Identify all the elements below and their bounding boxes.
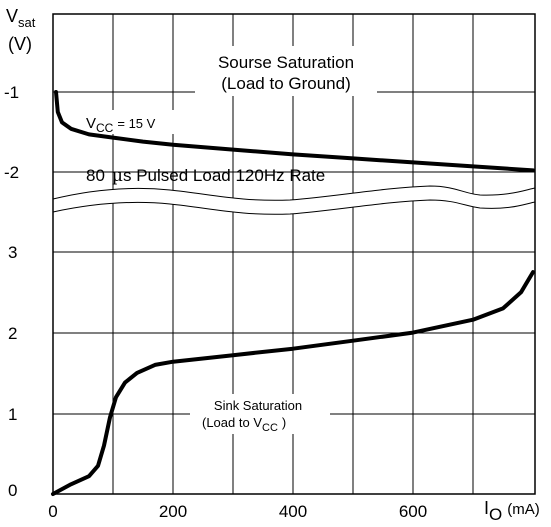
x-axis-title: IO (mA) (484, 498, 540, 524)
pulsed-note-text: s Pulsed Load 120Hz Rate (123, 166, 325, 185)
vcc-label-main: V (86, 115, 96, 132)
source-saturation-curve (54, 90, 535, 173)
x-axis-title-unit: (mA) (507, 501, 540, 518)
y-tick-label: 2 (8, 324, 17, 343)
y-tick-label: 3 (8, 243, 17, 262)
pulsed-note-number: 80 (86, 166, 105, 185)
y-tick-label: -1 (4, 83, 19, 102)
y-axis-title-main: V (6, 6, 18, 26)
x-tick-label: 200 (159, 502, 187, 521)
series-layer (51, 90, 535, 496)
x-tick-label: 600 (399, 502, 427, 521)
axis-break-lower-line (52, 199, 536, 215)
sink-subtitle-sub: CC (262, 422, 278, 434)
x-axis-title-sub: O (489, 505, 502, 524)
vcc-label: VCC = 15 V (86, 115, 156, 135)
source-label-backdrop (195, 46, 377, 96)
sink-saturation-curve (51, 270, 535, 496)
sink-subtitle-main: (Load to V (202, 415, 262, 430)
vcc-label-backdrop (82, 110, 184, 134)
vcc-label-sub: CC (96, 121, 114, 135)
sink-subtitle-end: ) (282, 415, 286, 430)
vcc-label-value: = 15 V (117, 116, 155, 131)
sink-saturation-title: Sink Saturation (214, 398, 302, 413)
sink-saturation-subtitle: (Load to VCC) (202, 415, 286, 434)
x-tick-label: 0 (48, 502, 57, 521)
x-tick-label: 400 (279, 502, 307, 521)
x-axis-title-main: I (484, 498, 489, 518)
plot-frame (52, 13, 536, 495)
source-saturation-subtitle: (Load to Ground) (221, 74, 350, 93)
y-tick-label: 0 (8, 481, 17, 500)
y-tick-label: 1 (8, 405, 17, 424)
axis-break (52, 185, 536, 215)
source-saturation-title: Sourse Saturation (218, 53, 354, 72)
pulsed-load-note: 80 µs Pulsed Load 120Hz Rate (86, 166, 325, 186)
y-axis-unit: (V) (8, 34, 32, 54)
y-axis-title: Vsat (6, 6, 36, 30)
sink-label-backdrop (190, 394, 330, 434)
pulsed-note-mu: µ (112, 166, 123, 186)
y-axis-title-sub: sat (18, 15, 36, 30)
axis-break-upper-line (52, 185, 536, 201)
y-tick-label: -2 (4, 163, 19, 182)
